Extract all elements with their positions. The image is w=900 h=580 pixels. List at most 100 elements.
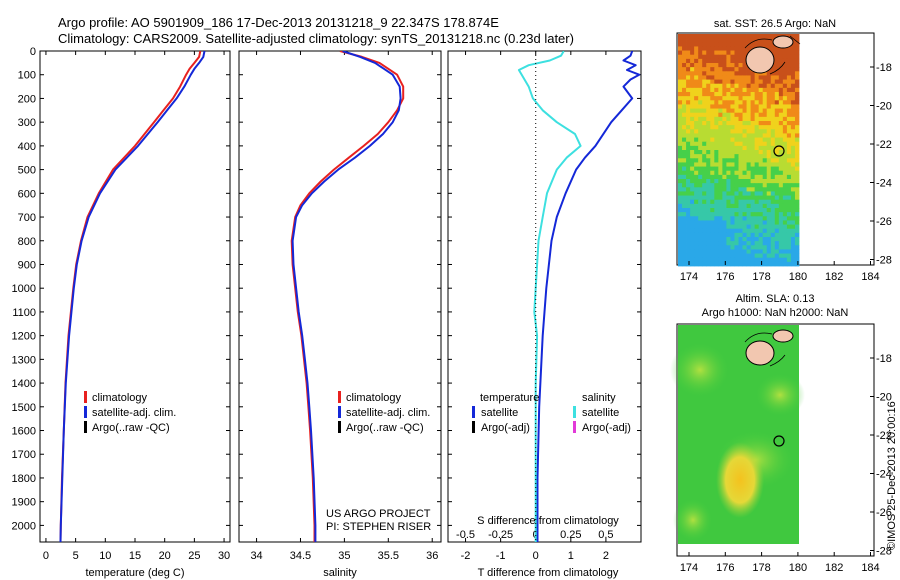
sst-cell [682, 162, 687, 167]
sst-cell [778, 212, 784, 217]
sst-cell [754, 216, 760, 221]
sst-cell [722, 174, 727, 180]
sst-cell [786, 257, 792, 263]
sst-cell [750, 187, 756, 192]
sst-cell [734, 237, 739, 242]
sst-cell [742, 150, 747, 155]
sst-cell [682, 71, 687, 76]
sst-cell [706, 46, 711, 51]
sst-cell [694, 71, 699, 76]
sst-cell [762, 195, 768, 201]
sst-cell [682, 166, 687, 172]
depth-tick-label: 400 [18, 141, 36, 153]
sst-cell [734, 34, 739, 39]
sst-cell [794, 212, 800, 217]
sst-cell [782, 75, 788, 80]
sst-cell [678, 121, 683, 126]
sst-cell [762, 92, 768, 97]
sst-cell [754, 195, 760, 201]
sst-cell [734, 116, 739, 122]
sst-cell [746, 150, 751, 155]
depth-tick-label: 900 [18, 259, 36, 271]
sst-cell [710, 216, 715, 221]
sst-cell [698, 133, 703, 138]
sst-cell [682, 87, 687, 93]
sst-cell [794, 125, 800, 130]
depth-tick-label: 1900 [12, 497, 36, 509]
sst-cell [746, 116, 751, 122]
sst-cell [738, 108, 743, 114]
sst-cell [690, 46, 695, 51]
sst-cell [782, 87, 788, 93]
sst-cell [690, 83, 695, 89]
sst-cell [794, 170, 800, 176]
sst-cell [750, 203, 756, 209]
sst-cell [690, 191, 695, 196]
sst-cell [726, 203, 731, 209]
sst-cell [714, 92, 719, 97]
sst-cell [710, 108, 715, 114]
sst-cell [726, 166, 731, 172]
sst-cell [714, 108, 719, 114]
sst-cell [738, 129, 743, 134]
sst-cell [774, 237, 780, 242]
title-line-1: Argo profile: AO 5901909_186 17-Dec-2013… [58, 15, 499, 30]
sst-cell [730, 112, 735, 118]
sst-cell [734, 245, 739, 250]
sst-cell [678, 174, 683, 180]
sst-cell [750, 208, 756, 213]
sst-cell [786, 228, 792, 234]
sst-cell [790, 125, 796, 130]
sst-cell [686, 232, 691, 238]
sst-cell [762, 191, 768, 196]
map-x-tick-label: 180 [789, 562, 807, 574]
sst-cell [778, 58, 784, 64]
map-x-tick-label: 182 [825, 562, 843, 574]
sst-cell [786, 162, 792, 167]
sst-cell [726, 261, 731, 267]
sst-cell [718, 174, 723, 180]
depth-tick-label: 300 [18, 117, 36, 129]
sst-cell [698, 150, 703, 155]
sst-cell [694, 224, 699, 230]
sst-cell [786, 96, 792, 101]
sst-cell [782, 179, 788, 184]
sst-cell [690, 125, 695, 130]
sst-cell [794, 133, 800, 138]
sst-cell [686, 63, 691, 68]
sst-cell [766, 75, 772, 80]
sst-cell [682, 150, 687, 155]
sst-cell [742, 42, 747, 47]
sst-cell [722, 220, 727, 225]
sst-cell [686, 145, 691, 151]
sst-cell [686, 100, 691, 105]
sst-cell [678, 67, 683, 72]
sst-cell [722, 104, 727, 109]
sst-cell [786, 83, 792, 89]
sst-cell [738, 92, 743, 97]
sst-cell [702, 133, 707, 138]
sst-cell [722, 166, 727, 172]
sst-cell [722, 71, 727, 76]
sst-cell [714, 170, 719, 176]
sst-cell [758, 104, 764, 109]
sst-cell [758, 125, 764, 130]
sst-cell [678, 241, 683, 246]
sst-cell [682, 50, 687, 56]
sst-cell [682, 116, 687, 122]
sst-cell [794, 154, 800, 159]
sst-cell [782, 63, 788, 68]
sst-cell [718, 83, 723, 89]
sst-cell [686, 104, 691, 109]
sst-cell [694, 92, 699, 97]
sst-cell [742, 137, 747, 143]
sst-cell [778, 50, 784, 56]
sst-cell [690, 116, 695, 122]
sst-cell [722, 245, 727, 250]
sst-cell [726, 141, 731, 147]
sst-cell [782, 96, 788, 101]
sst-cell [786, 79, 792, 85]
sst-cell [786, 125, 792, 130]
sst-cell [794, 63, 800, 68]
